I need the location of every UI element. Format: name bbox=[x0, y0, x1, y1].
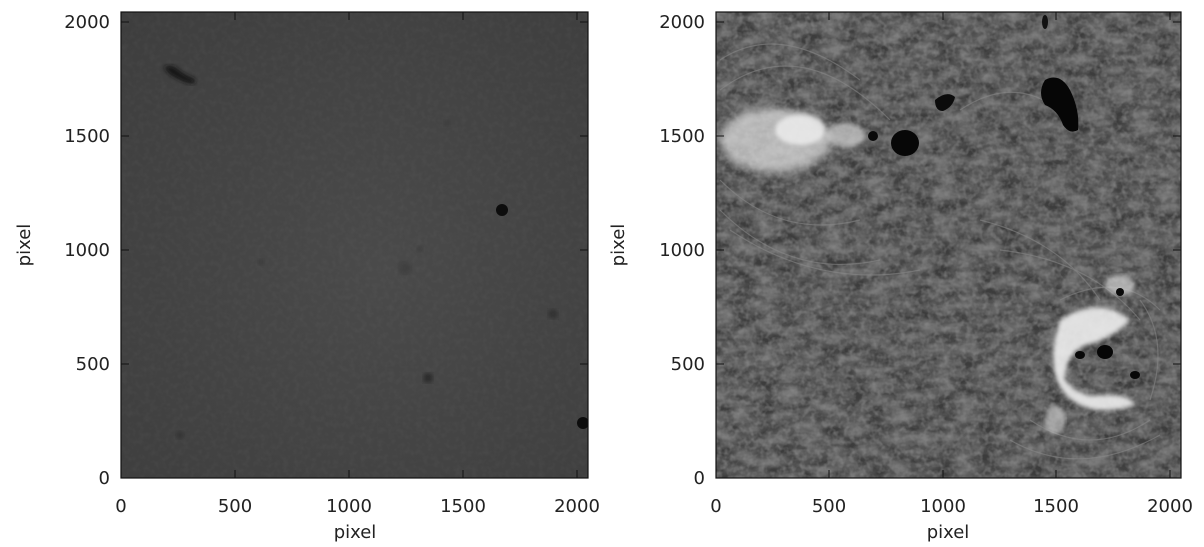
right-x-axis-title: pixel bbox=[927, 522, 970, 543]
right-x-tick-1000: 1000 bbox=[920, 496, 966, 517]
left-x-tick-500: 500 bbox=[218, 496, 252, 517]
left-x-tick-1000: 1000 bbox=[326, 496, 372, 517]
right-x-tick-0: 0 bbox=[710, 496, 721, 517]
right-y-ticks bbox=[716, 21, 1181, 479]
left-y-tick-1000: 1000 bbox=[64, 240, 110, 261]
left-image bbox=[121, 12, 588, 478]
left-y-axis-title: pixel bbox=[14, 224, 35, 267]
left-x-tick-2000: 2000 bbox=[554, 496, 600, 517]
right-y-tick-1500: 1500 bbox=[659, 126, 705, 147]
right-y-tick-0: 0 bbox=[694, 468, 705, 489]
left-x-tick-0: 0 bbox=[115, 496, 126, 517]
left-y-tick-1500: 1500 bbox=[64, 126, 110, 147]
right-image bbox=[716, 12, 1181, 478]
left-x-axis-title: pixel bbox=[334, 522, 377, 543]
right-panel: 0 500 1000 1500 2000 0 500 1000 1500 200… bbox=[608, 11, 1193, 543]
right-x-ticks bbox=[715, 12, 1171, 478]
right-x-tick-2000: 2000 bbox=[1147, 496, 1193, 517]
left-panel: 0 500 1000 1500 2000 0 500 1000 1500 200… bbox=[14, 11, 600, 543]
right-y-tick-1000: 1000 bbox=[659, 240, 705, 261]
left-y-tick-0: 0 bbox=[99, 468, 110, 489]
left-x-tick-1500: 1500 bbox=[440, 496, 486, 517]
left-y-tick-500: 500 bbox=[76, 354, 110, 375]
right-y-axis-title: pixel bbox=[608, 224, 629, 267]
right-y-tick-500: 500 bbox=[671, 354, 705, 375]
left-y-ticks bbox=[121, 21, 588, 479]
left-y-tick-2000: 2000 bbox=[64, 12, 110, 33]
right-x-tick-1500: 1500 bbox=[1033, 496, 1079, 517]
right-x-tick-500: 500 bbox=[812, 496, 846, 517]
right-y-tick-2000: 2000 bbox=[659, 12, 705, 33]
left-x-ticks bbox=[120, 12, 578, 478]
